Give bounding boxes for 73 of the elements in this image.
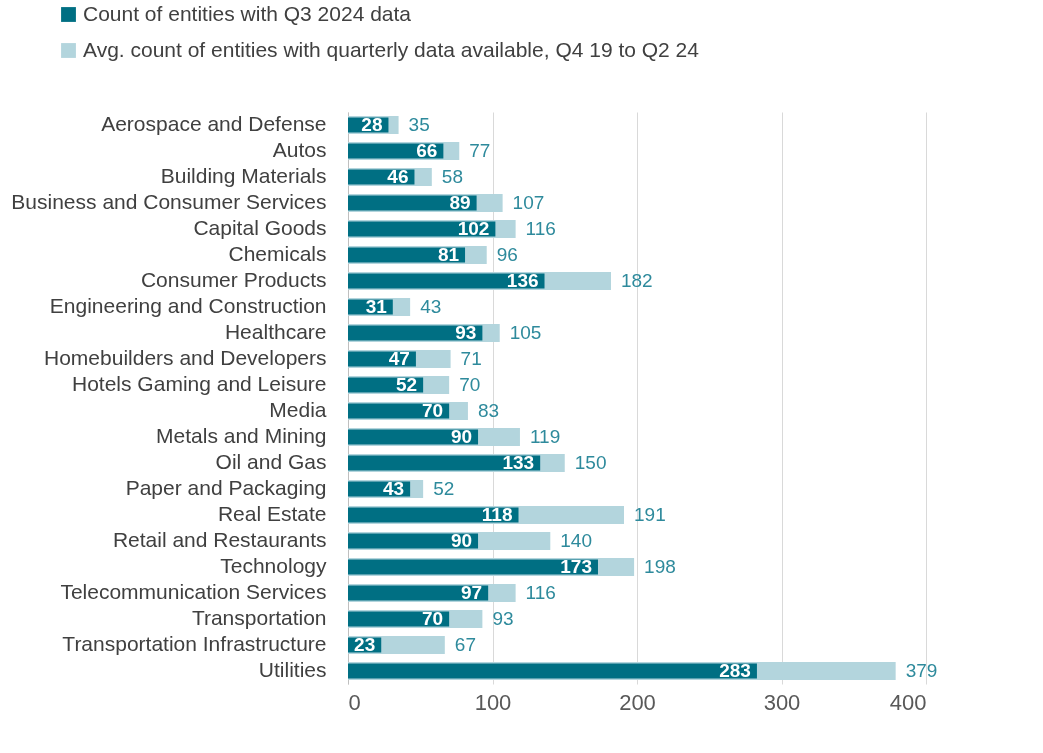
data-label: 96 <box>496 244 518 265</box>
y-tick-label: Transportation Infrastructure <box>62 632 327 655</box>
legend-label: Avg. count of entities with quarterly data available, Q4 19 to Q2 24 <box>83 37 700 61</box>
data-label: 182 <box>620 270 653 291</box>
y-tick-label: Aerospace and Defense <box>101 112 327 135</box>
data-label: 23 <box>354 634 376 655</box>
data-label: 116 <box>525 582 556 603</box>
y-tick-label: Capital Goods <box>193 216 327 239</box>
x-tick-label: 0 <box>348 689 361 715</box>
data-label: 52 <box>396 374 418 395</box>
data-label: 136 <box>506 270 539 291</box>
data-label: 105 <box>509 322 542 343</box>
data-label: 47 <box>388 348 410 369</box>
data-label: 43 <box>420 296 442 317</box>
y-tick-label: Autos <box>272 138 327 161</box>
data-label: 58 <box>441 166 463 187</box>
data-label: 283 <box>719 660 751 681</box>
data-label: 43 <box>382 478 405 499</box>
data-label: 119 <box>529 426 561 447</box>
y-tick-label: Technology <box>220 554 327 577</box>
x-tick-label: 400 <box>889 689 927 715</box>
data-label: 67 <box>454 634 476 655</box>
data-label: 52 <box>433 478 455 499</box>
data-label: 118 <box>481 504 513 525</box>
data-label: 140 <box>560 530 592 551</box>
data-label: 379 <box>905 660 938 681</box>
data-label: 77 <box>469 140 491 161</box>
y-tick-label: Building Materials <box>160 164 327 187</box>
data-label: 28 <box>361 114 383 135</box>
y-tick-label: Healthcare <box>224 320 327 343</box>
y-tick-label: Media <box>269 398 327 421</box>
y-tick-label: Paper and Packaging <box>125 476 327 499</box>
data-label: 83 <box>477 400 500 421</box>
data-label: 173 <box>560 556 592 577</box>
y-tick-label: Chemicals <box>228 242 327 265</box>
y-tick-label: Oil and Gas <box>215 450 327 473</box>
y-tick-label: Consumer Products <box>140 268 327 291</box>
y-tick-label: Telecommunication Services <box>60 580 327 603</box>
data-label: 97 <box>461 582 483 603</box>
y-tick-label: Retail and Restaurants <box>112 528 327 551</box>
data-label: 70 <box>459 374 481 395</box>
data-label: 70 <box>422 400 444 421</box>
data-label: 35 <box>408 114 430 135</box>
data-label: 150 <box>574 452 607 473</box>
data-label: 116 <box>525 218 556 239</box>
data-label: 107 <box>512 192 545 213</box>
y-tick-label: Real Estate <box>217 502 327 525</box>
x-tick-label: 100 <box>474 689 512 715</box>
data-label: 133 <box>502 452 535 473</box>
data-label: 66 <box>416 140 438 161</box>
data-label: 93 <box>455 322 477 343</box>
data-label: 71 <box>460 348 482 369</box>
data-label: 89 <box>449 192 471 213</box>
y-tick-label: Business and Consumer Services <box>11 190 327 213</box>
data-label: 102 <box>457 218 490 239</box>
y-tick-label: Hotels Gaming and Leisure <box>72 372 327 395</box>
legend-label: Count of entities with Q3 2024 data <box>83 1 412 25</box>
data-label: 93 <box>492 608 514 629</box>
y-tick-label: Homebuilders and Developers <box>44 346 327 369</box>
data-label: 81 <box>437 244 460 265</box>
y-tick-label: Utilities <box>258 658 327 681</box>
x-tick-label: 200 <box>619 689 656 715</box>
y-tick-label: Engineering and Construction <box>49 294 327 317</box>
x-tick-label: 300 <box>763 689 801 715</box>
data-label: 46 <box>387 166 409 187</box>
y-tick-label: Metals and Mining <box>156 424 327 447</box>
data-label: 191 <box>633 504 666 525</box>
y-tick-label: Transportation <box>191 606 327 629</box>
data-label: 198 <box>644 556 676 577</box>
data-label: 70 <box>422 608 444 629</box>
data-label: 90 <box>450 426 473 447</box>
data-label: 90 <box>450 530 473 551</box>
data-label: 31 <box>365 296 388 317</box>
